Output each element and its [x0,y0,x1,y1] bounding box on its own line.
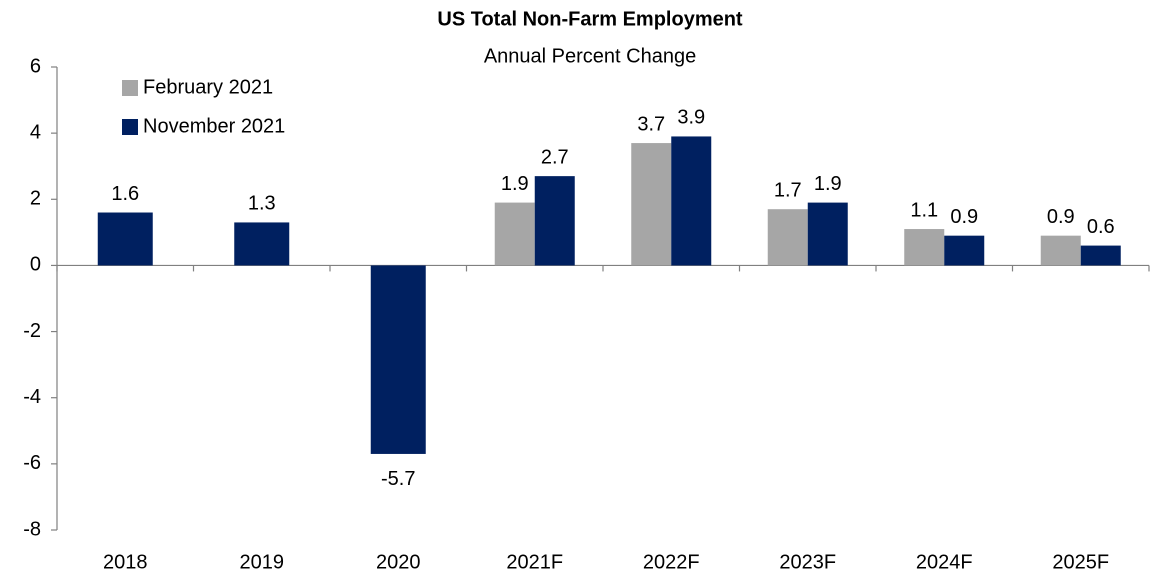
value-label: 0.9 [950,206,978,228]
value-label: 1.3 [248,193,276,215]
legend-label: November 2021 [143,115,285,137]
x-tick-label: 2019 [240,551,285,573]
bar [494,202,535,266]
x-tick-label: 2024F [916,551,973,573]
bar [671,136,712,266]
value-label: 1.6 [111,183,139,205]
y-tick-label: 2 [30,188,41,210]
bar [767,209,808,266]
bar [370,265,426,454]
bar [534,176,575,266]
y-tick-label: 6 [30,55,41,77]
value-label: 1.1 [910,199,938,221]
bar [234,222,290,266]
legend-swatch [122,80,138,96]
value-label: 2.7 [541,146,569,168]
x-tick-label: 2021F [506,551,563,573]
x-tick-label: 2025F [1052,551,1109,573]
bar [904,229,945,266]
bar [944,235,985,266]
y-tick-label: -4 [23,386,41,408]
value-label: 1.9 [814,173,842,195]
x-tick-label: 2023F [779,551,836,573]
bar [1040,235,1081,266]
chart-title: US Total Non-Farm Employment [437,8,743,30]
chart-subtitle: Annual Percent Change [484,45,696,67]
bar [807,202,848,266]
legend-swatch [122,119,138,135]
x-tick-label: 2018 [103,551,148,573]
value-label: 1.7 [774,179,802,201]
bar [97,212,153,266]
value-label: -5.7 [381,468,415,490]
bar [1080,245,1121,266]
value-label: 0.6 [1087,216,1115,238]
value-label: 3.7 [637,113,665,135]
value-label: 0.9 [1047,206,1075,228]
bar [631,143,672,266]
x-tick-label: 2022F [643,551,700,573]
y-tick-label: -2 [23,320,41,342]
y-tick-label: -6 [23,452,41,474]
value-label: 3.9 [677,107,705,129]
y-tick-label: 4 [30,121,41,143]
value-label: 1.9 [501,173,529,195]
x-tick-label: 2020 [376,551,421,573]
y-tick-label: -8 [23,518,41,540]
y-tick-label: 0 [30,254,41,276]
legend-label: February 2021 [143,76,273,98]
